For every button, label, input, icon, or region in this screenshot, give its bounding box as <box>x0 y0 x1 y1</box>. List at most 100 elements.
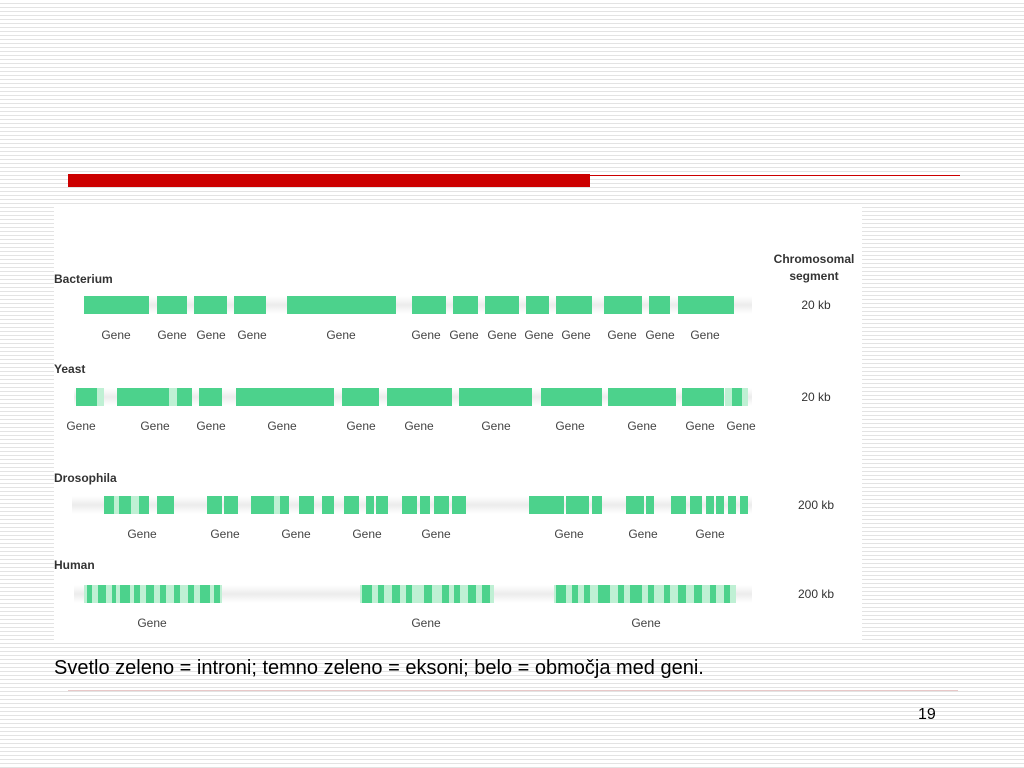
exon-block <box>84 296 149 314</box>
gene-label: Gene <box>196 419 226 433</box>
exon-block <box>376 496 388 514</box>
exon-block <box>139 496 149 514</box>
gene-label: Gene <box>411 616 441 630</box>
exon-block <box>732 388 742 406</box>
exon-block <box>177 388 192 406</box>
intron-block <box>742 388 748 406</box>
exon-block <box>214 585 220 603</box>
gene-label: Gene <box>157 328 187 342</box>
organism-label-bacterium: Bacterium <box>54 272 113 286</box>
gene-label: Gene <box>631 616 661 630</box>
intron-block <box>169 388 177 406</box>
exon-block <box>87 585 92 603</box>
exon-block <box>728 496 736 514</box>
exon-block <box>344 496 359 514</box>
page-number: 19 <box>918 706 936 723</box>
exon-block <box>104 496 114 514</box>
exon-block <box>406 585 412 603</box>
exon-block <box>648 585 654 603</box>
exon-block <box>682 388 724 406</box>
exon-block <box>112 585 116 603</box>
exon-block <box>402 496 417 514</box>
exon-block <box>362 585 372 603</box>
exon-block <box>584 585 590 603</box>
gene-label: Gene <box>685 419 715 433</box>
intron-block <box>554 585 736 603</box>
exon-block <box>740 496 748 514</box>
exon-block <box>236 388 334 406</box>
exon-block <box>134 585 140 603</box>
exon-block <box>157 296 187 314</box>
exon-block <box>592 496 602 514</box>
exon-block <box>716 496 724 514</box>
gene-label: Gene <box>404 419 434 433</box>
exon-block <box>120 585 130 603</box>
exon-block <box>694 585 702 603</box>
exon-block <box>468 585 476 603</box>
segment-size-yeast: 20 kb <box>801 390 831 404</box>
gene-label: Gene <box>326 328 356 342</box>
exon-block <box>200 585 210 603</box>
segment-size-drosophila: 200 kb <box>797 498 835 512</box>
exon-block <box>608 388 676 406</box>
exon-block <box>119 496 131 514</box>
intron-block <box>97 388 104 406</box>
exon-block <box>174 585 180 603</box>
exon-block <box>485 296 519 314</box>
gene-label: Gene <box>127 527 157 541</box>
exon-block <box>287 296 396 314</box>
exon-block <box>322 496 334 514</box>
exon-block <box>556 585 566 603</box>
exon-block <box>678 585 686 603</box>
exon-block <box>442 585 449 603</box>
gene-label: Gene <box>695 527 725 541</box>
gene-label: Gene <box>628 527 658 541</box>
gene-label: Gene <box>421 527 451 541</box>
title-accent-line <box>590 175 960 176</box>
gene-label: Gene <box>346 419 376 433</box>
gene-label: Gene <box>645 328 675 342</box>
exon-block <box>299 496 314 514</box>
exon-block <box>618 585 624 603</box>
gene-label: Gene <box>627 419 657 433</box>
exon-block <box>224 496 238 514</box>
gene-label: Gene <box>196 328 226 342</box>
exon-block <box>459 388 532 406</box>
gene-label: Gene <box>607 328 637 342</box>
exon-block <box>98 585 106 603</box>
exon-block <box>366 496 374 514</box>
exon-block <box>724 585 730 603</box>
organism-label-drosophila: Drosophila <box>54 471 117 485</box>
gene-label: Gene <box>449 328 479 342</box>
exon-block <box>452 496 466 514</box>
gene-label: Gene <box>237 328 267 342</box>
exon-block <box>706 496 714 514</box>
exon-block <box>199 388 222 406</box>
exon-block <box>649 296 670 314</box>
exon-block <box>646 496 654 514</box>
organism-label-yeast: Yeast <box>54 362 86 376</box>
gene-label: Gene <box>411 328 441 342</box>
exon-block <box>387 388 452 406</box>
exon-block <box>598 585 610 603</box>
gene-label: Gene <box>267 419 297 433</box>
intron-block <box>131 496 139 514</box>
exon-block <box>710 585 716 603</box>
title-accent-bar <box>68 174 590 187</box>
exon-block <box>482 585 490 603</box>
exon-block <box>234 296 266 314</box>
exon-block <box>671 496 686 514</box>
intron-block <box>274 496 280 514</box>
exon-block <box>572 585 578 603</box>
exon-block <box>157 496 174 514</box>
exon-block <box>207 496 222 514</box>
gene-label: Gene <box>281 527 311 541</box>
exon-block <box>194 296 227 314</box>
exon-block <box>412 296 446 314</box>
gene-label: Gene <box>726 419 756 433</box>
exon-block <box>453 296 478 314</box>
gene-label: Gene <box>690 328 720 342</box>
gene-label: Gene <box>481 419 511 433</box>
exon-block <box>188 585 194 603</box>
chromosomal-segment-header: Chromosomal segment <box>773 252 855 283</box>
